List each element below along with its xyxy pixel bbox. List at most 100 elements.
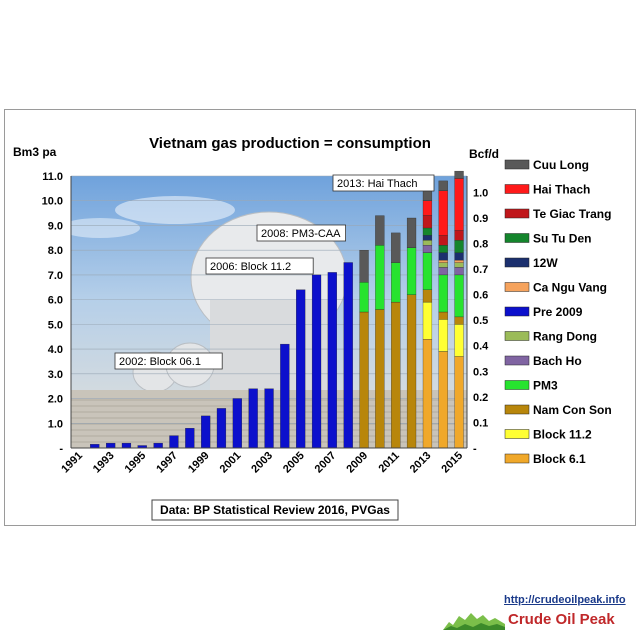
bar-segment: [454, 230, 464, 241]
bar-segment: [375, 215, 385, 246]
bar-segment: [454, 240, 464, 253]
bar-segment: [422, 245, 433, 253]
legend-swatch: [504, 159, 530, 170]
legend-swatch: [504, 380, 530, 390]
bar-segment: [406, 294, 417, 449]
x-tick-label: 2003: [249, 450, 275, 476]
source-box: [151, 499, 399, 521]
legend-label: Ca Ngu Vang: [533, 281, 607, 295]
bar-segment: [359, 250, 369, 283]
legend-swatch: [504, 404, 530, 415]
logo-text: Crude Oil Peak: [508, 611, 615, 628]
bar-segment: [438, 190, 448, 236]
annotation-label: 2002: Block 06.1: [119, 356, 201, 368]
bar-segment: [264, 388, 274, 449]
bar-segment: [248, 388, 258, 449]
x-tick-label: 2001: [218, 450, 244, 476]
y-tick-label: 7.0: [48, 270, 63, 282]
bar-segment: [106, 442, 116, 449]
bar-segment: [216, 408, 227, 449]
bar-segment: [438, 311, 448, 320]
cloud: [115, 196, 235, 224]
chart-svg: - 1.0 2.0 3.0 4.0 5.0 6.0 7.0 8.0 9.0 10.0 11.0 - 0.1…: [13, 135, 612, 521]
bar-segment: [422, 289, 433, 303]
bar-segment: [454, 178, 464, 231]
y-tick-label: 6.0: [48, 295, 63, 307]
annotation-box: [256, 224, 346, 242]
x-tick-label: 2011: [376, 450, 401, 475]
bar-segment: [296, 289, 306, 449]
y-tick-label: 4.0: [48, 344, 63, 356]
bar-segment: [343, 262, 353, 449]
legend-label: Bach Ho: [533, 354, 582, 368]
y-tick-label-right: 0.6: [473, 290, 488, 302]
x-tick-label: 2007: [313, 450, 339, 476]
bar-segment: [359, 311, 369, 449]
y-tick-label-right: 1.0: [473, 187, 488, 199]
bar-segment: [406, 217, 417, 248]
annotation-label: 2013: Hai Thach: [337, 178, 418, 190]
y-tick-label-right: 0.5: [473, 315, 488, 327]
bar-segment: [153, 442, 163, 449]
bar-segment: [422, 252, 433, 290]
legend-label: Block 11.2: [533, 428, 592, 442]
legend-swatch: [504, 282, 530, 292]
legend-swatch: [504, 233, 530, 243]
bar-segment: [406, 247, 417, 295]
bars: [90, 170, 464, 449]
legend-swatch: [504, 331, 530, 341]
bar-segment: [454, 267, 464, 276]
annotation-box: [205, 257, 314, 275]
bar-segment: [422, 339, 433, 449]
bar-segment: [438, 259, 448, 263]
legend-swatch: [504, 429, 530, 439]
source-url-link[interactable]: http://crudeoilpeak.info: [504, 594, 626, 606]
legend-swatch: [504, 257, 530, 268]
y-tick-label: -: [59, 443, 63, 455]
bar-segment: [454, 316, 464, 325]
annotation-box: [114, 352, 223, 370]
bar-segment: [438, 351, 448, 449]
legend-swatch: [504, 184, 530, 194]
legend-label: Su Tu Den: [533, 232, 591, 246]
x-tick-label: 1995: [123, 450, 149, 476]
y-tick-label-right: 0.2: [473, 392, 488, 404]
x-tick-label: 2005: [281, 450, 307, 476]
bar-segment: [454, 324, 464, 357]
y-tick-label: 9.0: [48, 220, 63, 232]
bar-segment: [169, 435, 179, 449]
bar-segment: [438, 319, 448, 352]
x-tick-label: 1997: [154, 450, 180, 476]
y-tick-label: 5.0: [48, 319, 63, 331]
bar-segment: [391, 262, 401, 303]
y-tick-label-right: 0.3: [473, 366, 488, 378]
legend-label: PM3: [533, 379, 558, 393]
x-tick-label: 2015: [439, 450, 465, 476]
legend-label: Nam Con Son: [533, 403, 612, 417]
y-tick-label: 11.0: [42, 171, 63, 183]
bar-segment: [438, 274, 448, 313]
bar-segment: [454, 259, 464, 263]
bar-segment: [454, 274, 464, 318]
bar-segment: [422, 190, 433, 201]
bar-segment: [454, 356, 464, 449]
plant-photo-background: [60, 176, 467, 448]
legend-label: Hai Thach: [533, 183, 590, 197]
annotations: 2002: Block 06.1 2006: Block 11.2 2008: PM…: [114, 174, 435, 370]
bar-segment: [232, 398, 242, 449]
bar-segment: [422, 301, 433, 340]
annotation-box: [332, 174, 435, 192]
bar-segment: [438, 252, 448, 261]
bar-segment: [438, 245, 448, 253]
bar-segment: [121, 442, 132, 449]
y-tick-label: 1.0: [48, 418, 63, 430]
y-tick-label: 8.0: [48, 245, 63, 257]
bar-segment: [185, 428, 195, 449]
y-tick-label-right: 0.9: [473, 213, 488, 225]
x-tick-label: 2009: [344, 450, 370, 476]
bar-segment: [438, 235, 448, 246]
y-tick-label: 10.0: [42, 196, 63, 208]
legend-swatch: [504, 306, 530, 317]
legend-label: Block 6.1: [533, 452, 586, 466]
y-axis-label-right: Bcf/d: [469, 147, 499, 161]
